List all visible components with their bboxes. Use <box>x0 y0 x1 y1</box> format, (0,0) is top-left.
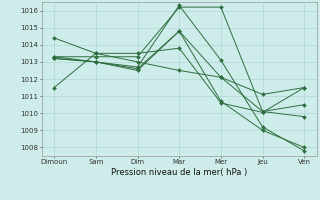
X-axis label: Pression niveau de la mer( hPa ): Pression niveau de la mer( hPa ) <box>111 168 247 177</box>
